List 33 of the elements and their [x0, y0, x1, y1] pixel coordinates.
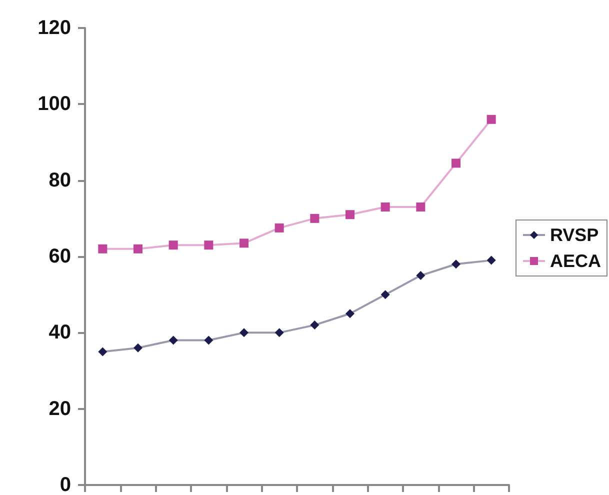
point	[168, 240, 178, 250]
point	[416, 202, 426, 212]
point	[240, 328, 248, 338]
point	[274, 328, 284, 338]
point	[380, 202, 390, 212]
point	[204, 336, 214, 345]
point	[486, 114, 496, 124]
point	[98, 244, 108, 254]
point	[98, 347, 108, 356]
point	[168, 336, 178, 345]
point	[310, 320, 320, 330]
y-tick-label: 80	[48, 169, 71, 192]
point	[346, 210, 354, 220]
point	[204, 240, 214, 250]
y-tick-label: 20	[48, 398, 71, 420]
y-tick-label: 40	[48, 322, 71, 344]
point	[416, 271, 426, 280]
y-tick-label: 0	[60, 474, 71, 495]
legend-label: RVSP	[550, 225, 599, 245]
point	[240, 238, 248, 248]
point	[452, 158, 460, 168]
point	[134, 343, 142, 352]
y-tick-label: 100	[38, 93, 71, 116]
point	[486, 256, 496, 265]
point	[310, 214, 320, 223]
point	[452, 260, 460, 269]
legend-label: AECA	[550, 251, 602, 271]
point	[346, 309, 354, 318]
point	[274, 223, 284, 232]
point	[380, 290, 390, 300]
point	[134, 244, 142, 254]
y-tick-label: 60	[48, 246, 71, 268]
y-tick-label: 120	[38, 17, 71, 39]
